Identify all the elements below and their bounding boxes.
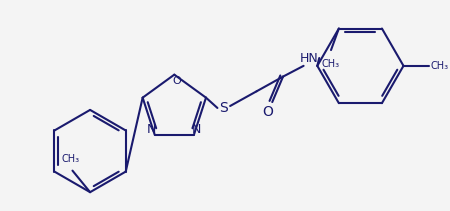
Text: S: S <box>219 101 228 115</box>
Text: HN: HN <box>300 51 319 65</box>
Text: N: N <box>192 123 202 137</box>
Text: O: O <box>172 76 180 85</box>
Text: CH₃: CH₃ <box>431 61 449 71</box>
Text: CH₃: CH₃ <box>322 59 340 69</box>
Text: O: O <box>262 105 273 119</box>
Text: CH₃: CH₃ <box>62 154 80 164</box>
Text: N: N <box>147 123 157 137</box>
